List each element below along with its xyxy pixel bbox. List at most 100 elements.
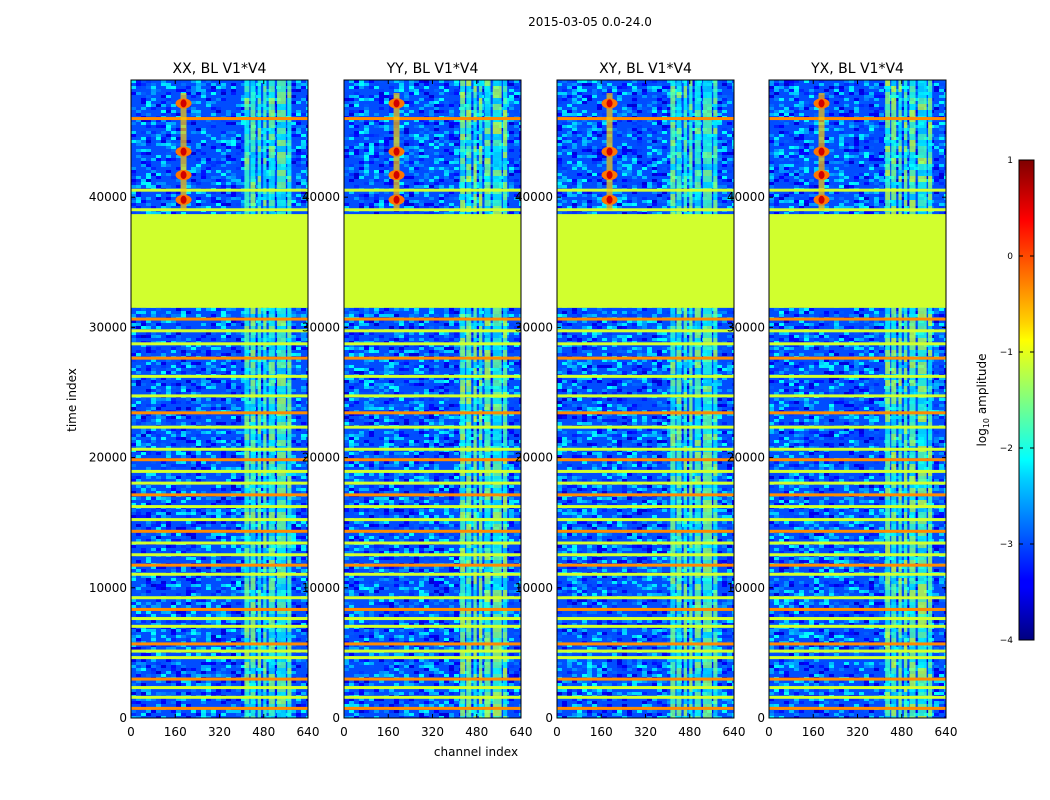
flagged-row: [131, 425, 308, 429]
flagged-row: [769, 208, 946, 212]
flagged-row: [769, 342, 946, 346]
flagged-row: [769, 677, 946, 681]
flagged-row: [344, 596, 521, 600]
flagged-row: [557, 317, 734, 321]
x-tick-label: 160: [802, 725, 825, 739]
flagged-row: [557, 342, 734, 346]
y-tick-label: 40000: [302, 190, 340, 204]
panel-xy: XY, BL V1*V4 0 160 320 480 640 0 10000 20000 3000…: [515, 61, 746, 739]
panel-title: XX, BL V1*V4: [173, 61, 267, 77]
flagged-row: [557, 642, 734, 646]
flagged-row: [557, 686, 734, 690]
flagged-row: [131, 695, 308, 699]
panel-title: XY, BL V1*V4: [599, 61, 692, 77]
flagged-row: [769, 607, 946, 611]
y-tick-label: 10000: [727, 581, 765, 595]
x-tick-label: 480: [465, 725, 488, 739]
x-tick-label: 640: [510, 725, 533, 739]
flagged-region: [344, 214, 521, 308]
flagged-row: [131, 188, 308, 192]
flagged-row: [131, 518, 308, 522]
flagged-row: [344, 686, 521, 690]
colorbar: −4 −3 −2 −1 0 1 log10 amplitude: [975, 156, 1035, 646]
colorbar-tick-label: 0: [1007, 252, 1013, 262]
x-tick-label: 320: [421, 725, 444, 739]
colorbar-tick-label: −2: [1000, 444, 1013, 454]
flagged-row: [557, 607, 734, 611]
flagged-row: [344, 458, 521, 462]
flagged-row: [131, 541, 308, 545]
flagged-region: [557, 214, 734, 308]
flagged-row: [131, 342, 308, 346]
flagged-row: [557, 541, 734, 545]
flagged-row: [344, 356, 521, 360]
panel-yx: YX, BL V1*V4 0 160 320 480 640 0 10000 20000 3000…: [727, 61, 958, 739]
flagged-row: [344, 695, 521, 699]
flagged-row: [557, 458, 734, 462]
flagged-row: [769, 188, 946, 192]
panel-title: YX, BL V1*V4: [810, 61, 904, 77]
flagged-row: [769, 481, 946, 485]
flagged-row: [557, 706, 734, 710]
flagged-row: [557, 208, 734, 212]
flagged-row: [131, 469, 308, 473]
flagged-row: [769, 458, 946, 462]
flagged-row: [131, 553, 308, 557]
flagged-row: [769, 656, 946, 660]
flagged-row: [131, 596, 308, 600]
flagged-row: [769, 642, 946, 646]
x-tick-label: 640: [935, 725, 958, 739]
flagged-row: [344, 394, 521, 398]
x-axis-label: channel index: [434, 745, 518, 759]
flagged-row: [131, 572, 308, 576]
y-axis-label: time index: [65, 368, 79, 432]
flagged-row: [344, 706, 521, 710]
flagged-row: [557, 493, 734, 497]
colorbar-gradient: [1018, 159, 1035, 641]
flagged-row: [769, 529, 946, 533]
flagged-row: [557, 505, 734, 509]
flagged-row: [344, 447, 521, 451]
y-tick-label: 0: [545, 711, 553, 725]
flagged-row: [769, 356, 946, 360]
flagged-row: [769, 563, 946, 567]
flagged-row: [344, 607, 521, 611]
flagged-region: [131, 214, 308, 308]
flagged-row: [131, 493, 308, 497]
flagged-row: [131, 394, 308, 398]
flagged-row: [344, 317, 521, 321]
flagged-row: [131, 677, 308, 681]
flagged-row: [557, 572, 734, 576]
flagged-row: [131, 505, 308, 509]
flagged-row: [344, 541, 521, 545]
figure-suptitle: 2015-03-05 0.0-24.0: [528, 15, 652, 29]
x-tick-label: 480: [890, 725, 913, 739]
flagged-row: [344, 342, 521, 346]
x-tick-label: 0: [765, 725, 773, 739]
x-tick-label: 160: [590, 725, 613, 739]
flagged-row: [557, 481, 734, 485]
flagged-row: [557, 329, 734, 333]
flagged-row: [344, 117, 521, 121]
flagged-row: [131, 617, 308, 621]
y-tick-label: 30000: [302, 320, 340, 334]
flagged-row: [131, 356, 308, 360]
y-tick-label: 10000: [515, 581, 553, 595]
flagged-row: [131, 563, 308, 567]
flagged-row: [769, 329, 946, 333]
flagged-row: [344, 677, 521, 681]
colorbar-tick-label: −1: [1000, 348, 1013, 358]
flagged-row: [131, 208, 308, 212]
x-tick-label: 0: [127, 725, 135, 739]
flagged-row: [131, 607, 308, 611]
x-tick-label: 480: [252, 725, 275, 739]
flagged-row: [131, 706, 308, 710]
y-tick-label: 40000: [515, 190, 553, 204]
flagged-row: [344, 553, 521, 557]
x-tick-label: 640: [297, 725, 320, 739]
flagged-row: [344, 642, 521, 646]
y-tick-label: 30000: [515, 320, 553, 334]
flagged-row: [344, 649, 521, 653]
flagged-row: [344, 563, 521, 567]
flagged-row: [769, 572, 946, 576]
